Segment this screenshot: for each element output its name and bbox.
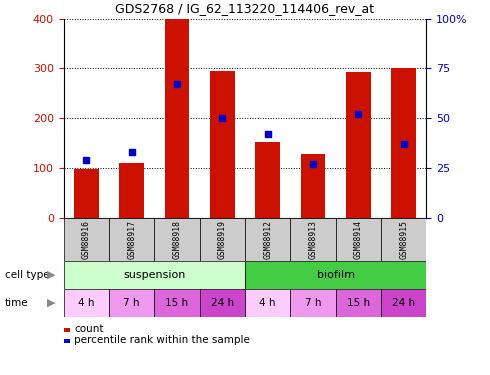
Text: GSM88912: GSM88912 (263, 220, 272, 259)
Bar (336, 289, 381, 317)
Text: cell type: cell type (5, 270, 49, 280)
Point (173, 81, 181, 87)
Text: GSM88915: GSM88915 (399, 220, 408, 259)
Text: GSM88917: GSM88917 (127, 220, 136, 259)
Bar (154, 289, 200, 317)
Text: ▶: ▶ (47, 298, 56, 308)
Bar (154, 217, 200, 261)
Text: ▶: ▶ (47, 270, 56, 280)
Point (128, 149, 136, 155)
Point (354, 111, 362, 117)
Bar (64, 261, 245, 289)
Text: percentile rank within the sample: percentile rank within the sample (74, 335, 250, 345)
Bar (165, 19, 190, 217)
Bar (245, 217, 290, 261)
Bar (200, 217, 245, 261)
Bar (245, 289, 290, 317)
Text: suspension: suspension (123, 270, 186, 280)
Bar (119, 163, 144, 218)
Point (309, 161, 317, 167)
Bar (210, 71, 235, 217)
Text: GSM88919: GSM88919 (218, 220, 227, 259)
Text: 24 h: 24 h (211, 298, 234, 308)
Text: 24 h: 24 h (392, 298, 415, 308)
Text: GSM88916: GSM88916 (82, 220, 91, 259)
Point (264, 131, 271, 137)
Point (400, 141, 408, 147)
Text: 15 h: 15 h (347, 298, 370, 308)
Bar (300, 154, 325, 218)
Text: GSM88913: GSM88913 (309, 220, 318, 259)
Text: 15 h: 15 h (166, 298, 189, 308)
Bar (290, 217, 336, 261)
Bar (64, 289, 109, 317)
Text: 7 h: 7 h (305, 298, 321, 308)
Text: GSM88918: GSM88918 (172, 220, 181, 259)
Point (82, 157, 90, 163)
Bar (74, 169, 99, 217)
Bar (336, 217, 381, 261)
Bar (346, 72, 371, 217)
Bar (109, 217, 154, 261)
Bar (391, 68, 416, 218)
Text: GSM88914: GSM88914 (354, 220, 363, 259)
Title: GDS2768 / IG_62_113220_114406_rev_at: GDS2768 / IG_62_113220_114406_rev_at (116, 2, 374, 15)
Text: 4 h: 4 h (259, 298, 276, 308)
Bar (255, 142, 280, 218)
Bar (381, 217, 426, 261)
Text: count: count (74, 324, 104, 334)
Bar (290, 289, 336, 317)
Text: 7 h: 7 h (123, 298, 140, 308)
Bar (381, 289, 426, 317)
Text: biofilm: biofilm (317, 270, 355, 280)
Text: 4 h: 4 h (78, 298, 95, 308)
Bar (200, 289, 245, 317)
Bar (245, 261, 426, 289)
Bar (64, 217, 109, 261)
Bar (109, 289, 154, 317)
Point (219, 115, 226, 121)
Text: time: time (5, 298, 28, 308)
